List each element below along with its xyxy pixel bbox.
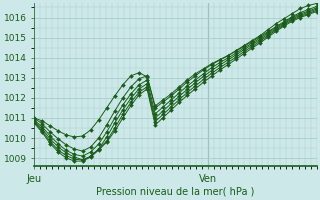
X-axis label: Pression niveau de la mer( hPa ): Pression niveau de la mer( hPa ) [96,187,254,197]
